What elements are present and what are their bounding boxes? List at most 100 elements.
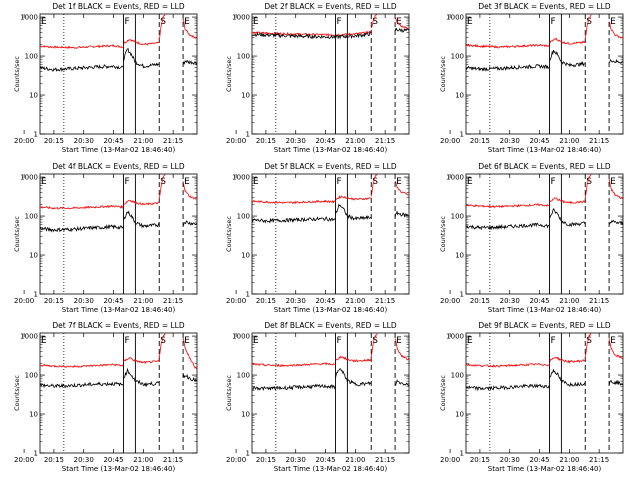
marker-label: S <box>160 336 166 346</box>
series-line-black <box>252 216 336 224</box>
y-tick-label: 10 <box>29 92 38 100</box>
x-axis-label: Start Time (13-Mar-02 18:46:40) <box>274 146 388 154</box>
x-tick-label: 20:00 <box>226 456 246 464</box>
x-tick-label: 21:15 <box>375 137 395 145</box>
chart-panel-5: Det 5f BLACK = Events, RED = LLD 1 10 100 10… <box>225 162 410 314</box>
x-axis-label: Start Time (13-Mar-02 18:46:40) <box>62 465 176 473</box>
x-axis-label: Start Time (13-Mar-02 18:46:40) <box>274 465 388 473</box>
series-line-black <box>549 49 586 68</box>
y-tick-label: 10 <box>241 411 250 419</box>
x-tick-label: 21:00 <box>559 137 579 145</box>
x-tick-label: 21:15 <box>589 297 609 305</box>
chart-title: Det 3f BLACK = Events, RED = LLD <box>478 2 611 11</box>
series-line-black <box>608 58 623 64</box>
marker-lines <box>275 14 396 134</box>
chart-title: Det 6f BLACK = Events, RED = LLD <box>478 162 611 171</box>
y-tick-label: 1 <box>460 291 464 299</box>
x-axis-label: Start Time (13-Mar-02 18:46:40) <box>274 306 388 314</box>
marker-label: S <box>372 17 378 27</box>
plot-frame <box>465 332 624 454</box>
marker-label: F <box>336 17 341 27</box>
y-tick-label: 100 <box>451 372 464 380</box>
marker-label: E <box>610 17 616 27</box>
series-group <box>40 174 197 233</box>
chart-panel-7: Det 7f BLACK = Events, RED = LLD 1 10 100 10… <box>13 321 198 473</box>
marker-label: E <box>41 177 47 187</box>
series-line-red <box>158 174 166 200</box>
marker-label: E <box>253 336 259 346</box>
series-line-black <box>394 379 409 386</box>
x-tick-label: 20:30 <box>286 297 306 305</box>
series-line-red <box>394 181 409 196</box>
x-tick-label: 20:15 <box>470 297 490 305</box>
series-line-black <box>466 64 550 73</box>
x-tick-label: 20:00 <box>14 137 34 145</box>
chart-title: Det 1f BLACK = Events, RED = LLD <box>52 2 185 11</box>
chart-title: Det 5f BLACK = Events, RED = LLD <box>264 162 397 171</box>
y-tick-label: 100 <box>25 213 38 221</box>
marker-label: F <box>550 177 555 187</box>
y-axis-label: Counts/sec <box>225 56 233 92</box>
series-line-black <box>182 59 197 66</box>
y-tick-label: 100 <box>451 53 464 61</box>
x-tick-label: 20:15 <box>256 297 276 305</box>
y-tick-label: 100 <box>451 213 464 221</box>
y-axis-label: Counts/sec <box>439 375 447 411</box>
plot-frame <box>465 13 624 135</box>
series-line-black <box>182 373 197 383</box>
x-tick-label: 21:15 <box>375 297 395 305</box>
series-line-red <box>549 197 586 205</box>
series-line-red <box>335 355 372 363</box>
y-axis-label: Counts/sec <box>439 56 447 92</box>
y-tick-label: 1 <box>246 450 250 458</box>
series-line-black <box>123 48 160 69</box>
marker-label: E <box>396 177 402 187</box>
y-tick-label: 100 <box>25 53 38 61</box>
marker-lines <box>489 174 610 294</box>
x-tick-label: 21:15 <box>375 456 395 464</box>
series-line-red <box>608 338 623 360</box>
chart-title: Det 8f BLACK = Events, RED = LLD <box>264 321 397 330</box>
marker-label: E <box>396 336 402 346</box>
y-tick-label: 1 <box>34 450 38 458</box>
series-line-red <box>182 181 197 200</box>
series-line-black <box>252 383 336 392</box>
series-line-black <box>40 64 124 73</box>
plot-frame <box>39 13 198 135</box>
x-tick-label: 20:45 <box>103 137 123 145</box>
y-axis-label: Counts/sec <box>13 56 21 92</box>
y-tick-label: 1000 <box>20 174 38 182</box>
x-tick-label: 20:00 <box>440 456 460 464</box>
chart-title: Det 4f BLACK = Events, RED = LLD <box>52 162 185 171</box>
x-tick-label: 20:45 <box>529 456 549 464</box>
x-axis-label: Start Time (13-Mar-02 18:46:40) <box>488 465 602 473</box>
marker-label: E <box>467 177 473 187</box>
y-axis-label: Counts/sec <box>439 216 447 252</box>
chart-panel-6: Det 6f BLACK = Events, RED = LLD 1 10 100 10… <box>439 162 624 314</box>
marker-label: E <box>396 17 402 27</box>
series-line-black <box>40 224 124 233</box>
marker-label: F <box>124 336 129 346</box>
y-tick-label: 1 <box>460 131 464 139</box>
series-line-red <box>466 43 550 49</box>
marker-label: S <box>586 336 592 346</box>
series-line-black <box>549 368 586 387</box>
marker-label: E <box>41 17 47 27</box>
series-line-red <box>182 337 197 370</box>
x-tick-label: 20:30 <box>286 137 306 145</box>
marker-label: S <box>160 17 166 27</box>
x-tick-label: 21:15 <box>163 456 183 464</box>
series-line-black <box>466 222 550 231</box>
series-line-red <box>584 333 592 358</box>
marker-lines <box>489 333 610 453</box>
x-tick-label: 20:15 <box>256 456 276 464</box>
chart-title: Det 9f BLACK = Events, RED = LLD <box>478 321 611 330</box>
x-tick-label: 20:45 <box>529 297 549 305</box>
series-line-black <box>608 219 623 226</box>
series-line-red <box>158 14 166 41</box>
marker-lines <box>63 174 184 294</box>
y-tick-label: 1 <box>246 291 250 299</box>
y-tick-label: 10 <box>455 92 464 100</box>
marker-label: S <box>586 17 592 27</box>
marker-label: E <box>184 177 190 187</box>
